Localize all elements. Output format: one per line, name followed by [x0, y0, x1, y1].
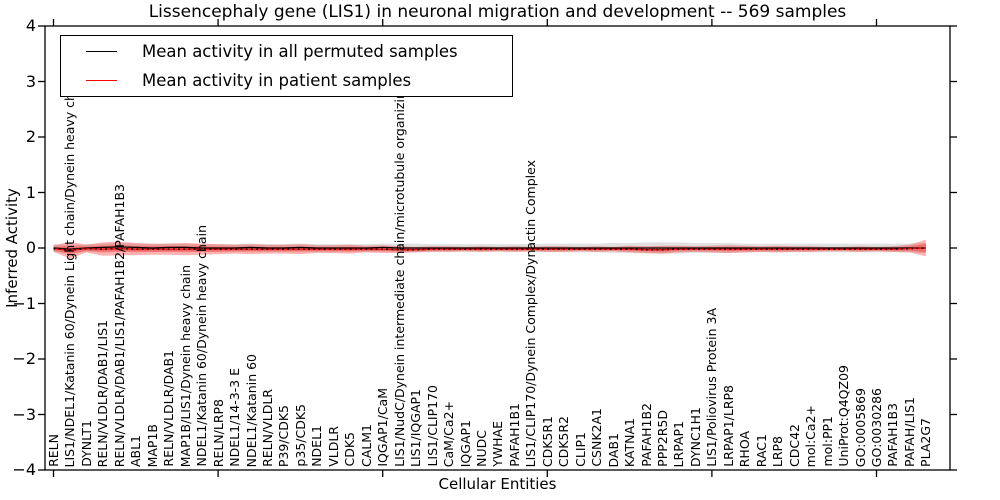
x-category-label: RELN/LRP8 — [210, 398, 226, 467]
x-category-label: NDEL1/Katanin 60/Dynein heavy chain — [194, 225, 210, 467]
x-category-label: DAB1 — [605, 432, 621, 468]
x-category-label: PPP2R5D — [655, 410, 671, 467]
y-tick-label: −2 — [12, 349, 36, 368]
legend-box: Mean activity in all permuted samples Me… — [60, 35, 513, 97]
x-category-label: CDK5R1 — [539, 415, 555, 467]
x-category-label: MAP1B — [144, 423, 160, 467]
y-tick-label: 0 — [25, 238, 36, 257]
y-tick-label: −3 — [12, 404, 36, 424]
x-category-label: CLIP1 — [572, 432, 588, 467]
y-tick-label: −4 — [12, 460, 36, 479]
x-category-label: NDEL1 — [309, 425, 325, 467]
x-category-label: IQGAP1 — [457, 419, 473, 467]
x-category-label: CDK5R2 — [556, 415, 572, 467]
permuted-mean-line — [53, 246, 926, 250]
x-category-label: LIS1/NDEL1/Katanin 60/Dynein Light chain… — [62, 73, 78, 468]
x-category-label: DYNLT1 — [78, 420, 94, 467]
y-tick-label: 1 — [25, 182, 36, 202]
x-category-label: LIS1/Poliovirus Protein 3A — [704, 308, 720, 467]
x-category-label: LRP8 — [770, 435, 786, 467]
x-category-label: mol:Ca2+ — [803, 404, 819, 467]
x-category-label: NUDC — [473, 430, 489, 467]
x-category-label: PAFAH1B3 — [885, 403, 901, 467]
y-tick-label: 2 — [25, 127, 36, 146]
x-category-label: LRPAP1/LRP8 — [720, 385, 736, 467]
x-category-label: RHOA — [737, 430, 753, 467]
y-tick-label: 4 — [25, 16, 36, 35]
x-category-label: RAC1 — [753, 433, 769, 467]
x-category-label: CDC42 — [786, 424, 802, 467]
permuted-line-swatch — [86, 50, 117, 52]
x-category-label: PLA2G7 — [918, 418, 934, 467]
x-category-label: DYNC1H1 — [687, 407, 703, 467]
y-tick-label: 3 — [25, 71, 36, 91]
x-category-label: YWHAE — [490, 421, 506, 467]
x-category-label: CSNK2A1 — [589, 408, 605, 467]
x-category-label: LIS1/IQGAP1 — [408, 388, 424, 467]
x-category-label: RELN/VLDLR/DAB1/LIS1 — [95, 319, 111, 467]
x-category-label: LRPAP1 — [671, 420, 687, 467]
x-category-label: CALM1 — [358, 424, 374, 467]
chart-title: Lissencephaly gene (LIS1) in neuronal mi… — [148, 2, 847, 22]
legend-entry-permuted: Mean activity in all permuted samples — [61, 37, 512, 65]
patient-line-swatch — [86, 80, 117, 82]
x-category-label: NDEL1/Katanin 60 — [243, 353, 259, 467]
x-category-label: RELN/VLDLR/DAB1/LIS1/PAFAH1B2/PAFAH1B3 — [111, 183, 127, 467]
x-category-label: KATNA1 — [622, 417, 638, 467]
x-category-label: CaM/Ca2+ — [441, 400, 457, 467]
x-category-label: GO:0030286 — [869, 387, 884, 467]
x-category-label: RELN/VLDLR/DAB1 — [161, 350, 177, 467]
x-category-label: ABL1 — [128, 434, 144, 467]
x-category-label: P39/CDK5 — [276, 404, 292, 467]
x-category-label: UniProt:Q4QZ09 — [836, 365, 852, 467]
x-category-label: RELN — [46, 434, 61, 467]
x-category-label: LIS1/CLIP170 — [424, 385, 440, 467]
x-category-label: MAP1B/LIS1/Dynein heavy chain — [177, 264, 193, 467]
x-category-label: LIS1/NudC/Dynein intermediate chain/micr… — [391, 39, 407, 467]
x-category-label: RELN/VLDLR — [259, 389, 275, 467]
legend-entry-patient: Mean activity in patient samples — [61, 67, 512, 95]
patient-mean-line — [53, 247, 926, 251]
legend-label-permuted: Mean activity in all permuted samples — [142, 41, 458, 61]
x-category-label: GO:0005869 — [852, 387, 868, 467]
y-tick-label: −1 — [12, 293, 36, 313]
x-category-label: mol:PP1 — [819, 416, 835, 467]
x-axis-label: Cellular Entities — [438, 475, 557, 493]
x-category-label: PAFAH1B2 — [638, 403, 654, 467]
legend-label-patient: Mean activity in patient samples — [142, 71, 412, 91]
x-category-label: CDK5 — [342, 432, 358, 467]
x-category-label: NDEL1/14-3-3 E — [227, 368, 243, 467]
x-category-label: PAFAH/LIS1 — [901, 396, 917, 467]
x-category-label: LIS1/CLIP170/Dynein Complex/Dynactin Com… — [523, 159, 539, 467]
x-category-label: p35/CDK5 — [292, 404, 308, 467]
x-category-label: PAFAH1B1 — [506, 403, 522, 467]
x-category-label: VLDLR — [325, 426, 341, 467]
x-category-label: IQGAP1/CaM — [375, 388, 391, 467]
